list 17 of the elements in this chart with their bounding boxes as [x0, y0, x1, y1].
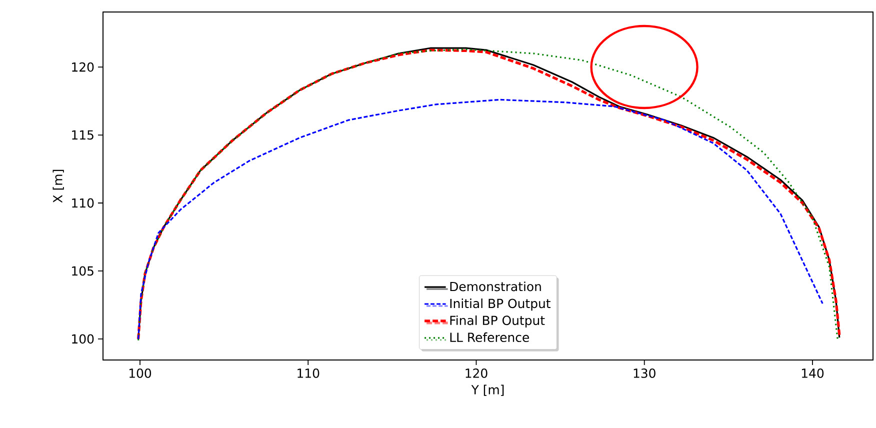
legend-label: LL Reference: [450, 332, 529, 342]
line-series: [138, 98, 824, 340]
x-tick-label: 100: [129, 368, 152, 378]
y-axis-title: X [m]: [52, 170, 64, 203]
y-tick-label: 105: [72, 266, 94, 276]
x-tick-label: 110: [298, 368, 320, 378]
x-tick-label: 140: [802, 368, 824, 378]
y-tick-label: 115: [72, 130, 94, 140]
legend-label: Initial BP Output: [450, 298, 550, 311]
y-tick-label: 110: [72, 198, 94, 208]
x-tick-label: 130: [634, 368, 656, 378]
legend-label: Demonstration: [450, 282, 541, 292]
legend-label: Final BP Output: [450, 315, 545, 328]
x-axis-title: Y [m]: [471, 384, 504, 396]
y-tick-label: 100: [72, 334, 94, 344]
x-tick-label: 120: [466, 368, 488, 378]
y-tick-label: 120: [72, 62, 94, 72]
